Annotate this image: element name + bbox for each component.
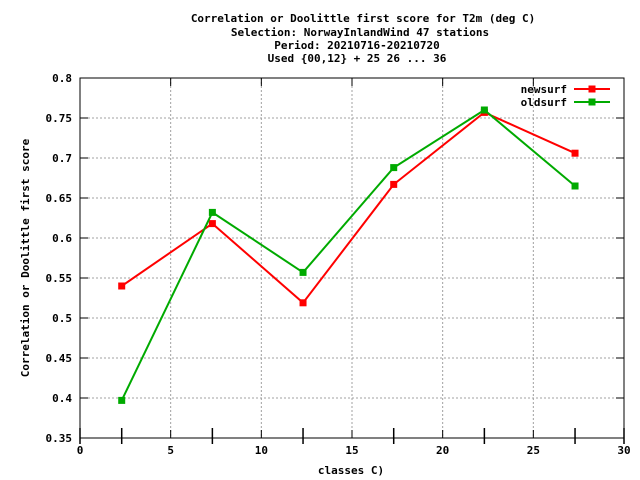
- series-newsurf: [118, 108, 579, 307]
- data-point: [208, 208, 216, 216]
- x-axis: 0 5 10 15 20 25 30: [77, 78, 631, 457]
- data-point: [118, 282, 126, 290]
- legend-swatch-marker: [588, 85, 596, 93]
- series-oldsurf: [118, 106, 579, 404]
- data-point: [118, 396, 126, 404]
- series: [79, 106, 625, 444]
- y-tick-label: 0.6: [52, 232, 72, 245]
- y-tick-label: 0.35: [46, 432, 73, 445]
- data-point: [299, 268, 307, 276]
- legend-label: newsurf: [521, 83, 567, 96]
- title-line-1: Correlation or Doolittle first score for…: [191, 12, 535, 25]
- series-line: [121, 111, 576, 305]
- series-line: [120, 108, 576, 401]
- title-line-2: Selection: NorwayInlandWind 47 stations: [231, 26, 489, 39]
- y-tick-label: 0.4: [52, 392, 72, 405]
- y-axis-label: Correlation or Doolittle first score: [19, 138, 32, 377]
- y-tick-label: 0.45: [46, 352, 73, 365]
- y-tick-label: 0.65: [46, 192, 73, 205]
- x-axis-label: classes C): [318, 464, 384, 477]
- y-axis: 0.35 0.4 0.45 0.5 0.55 0.6 0.65 0.7 0.75 0.8: [46, 72, 624, 445]
- x-tick-label: 0: [77, 444, 84, 457]
- chart-title: Correlation or Doolittle first score for…: [191, 12, 535, 65]
- x-tick-label: 15: [345, 444, 358, 457]
- data-point: [480, 106, 488, 114]
- data-point: [299, 299, 307, 307]
- data-point: [571, 182, 579, 190]
- x-tick-label: 25: [527, 444, 540, 457]
- y-tick-label: 0.55: [46, 272, 73, 285]
- x-tick-label: 10: [255, 444, 268, 457]
- title-line-3: Period: 20210716-20210720: [274, 39, 440, 52]
- y-tick-label: 0.7: [52, 152, 72, 165]
- grid: [80, 78, 624, 438]
- x-tick-label: 5: [167, 444, 174, 457]
- data-point: [571, 149, 579, 157]
- y-tick-label: 0.75: [46, 112, 73, 125]
- data-point: [390, 164, 398, 172]
- y-tick-label: 0.5: [52, 312, 72, 325]
- y-tick-label: 0.8: [52, 72, 72, 85]
- x-tick-label: 20: [436, 444, 449, 457]
- title-line-4: Used {00,12} + 25 26 ... 36: [268, 52, 447, 65]
- data-point: [208, 220, 216, 228]
- legend-swatch-marker: [588, 98, 596, 106]
- legend-label: oldsurf: [521, 96, 567, 109]
- data-point: [390, 180, 398, 188]
- x-tick-label: 30: [617, 444, 630, 457]
